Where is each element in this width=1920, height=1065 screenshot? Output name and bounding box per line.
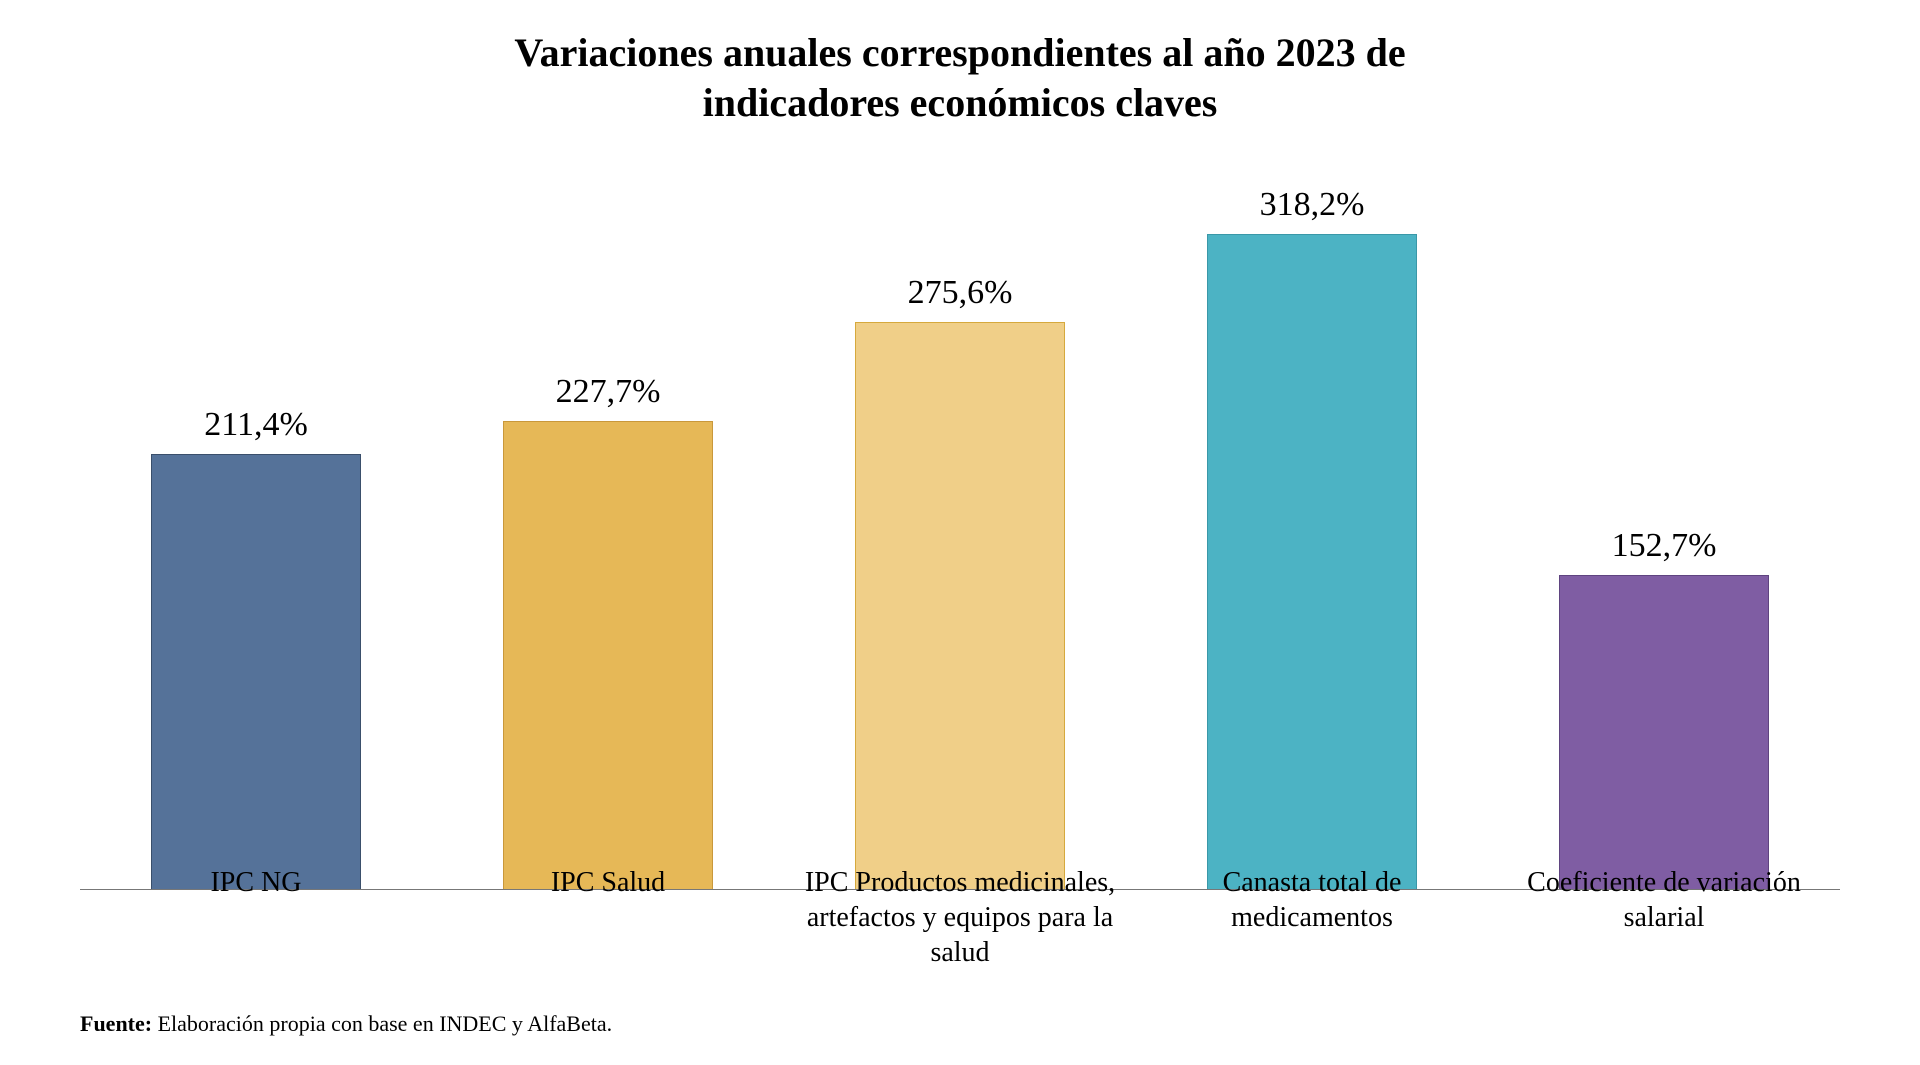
x-axis-label: IPC NG [80, 865, 432, 970]
bar-value-label: 211,4% [204, 406, 308, 444]
bar-slot: 318,2% [1136, 170, 1488, 889]
x-axis-label: Coeficiente de variación salarial [1488, 865, 1840, 970]
chart-source: Fuente: Elaboración propia con base en I… [80, 1011, 612, 1037]
bar-value-label: 275,6% [908, 274, 1013, 312]
source-text: Elaboración propia con base en INDEC y A… [158, 1011, 613, 1036]
chart-title: Variaciones anuales correspondientes al … [0, 0, 1920, 128]
bars-container: 211,4% 227,7% 275,6% 318,2% 152,7% [80, 170, 1840, 889]
plot-area: 211,4% 227,7% 275,6% 318,2% 152,7% [80, 170, 1840, 890]
bar-slot: 275,6% [784, 170, 1136, 889]
bar-rect [1207, 234, 1417, 889]
bar-rect [855, 322, 1065, 889]
bar-chart: Variaciones anuales correspondientes al … [0, 0, 1920, 1065]
bar-slot: 227,7% [432, 170, 784, 889]
bar-slot: 211,4% [80, 170, 432, 889]
x-axis-label: IPC Salud [432, 865, 784, 970]
chart-title-line1: Variaciones anuales correspondientes al … [514, 30, 1405, 75]
bar-slot: 152,7% [1488, 170, 1840, 889]
bar-value-label: 318,2% [1260, 186, 1365, 224]
bar-rect [1559, 575, 1769, 889]
x-axis-label: IPC Productos medicinales, artefactos y … [784, 865, 1136, 970]
x-axis-label: Canasta total de medicamentos [1136, 865, 1488, 970]
source-label: Fuente: [80, 1011, 158, 1036]
chart-title-line2: indicadores económicos claves [703, 80, 1218, 125]
bar-rect [503, 421, 713, 889]
bar-value-label: 227,7% [556, 373, 661, 411]
bar-rect [151, 454, 361, 889]
x-axis-labels: IPC NGIPC SaludIPC Productos medicinales… [80, 865, 1840, 970]
bar-value-label: 152,7% [1612, 527, 1717, 565]
